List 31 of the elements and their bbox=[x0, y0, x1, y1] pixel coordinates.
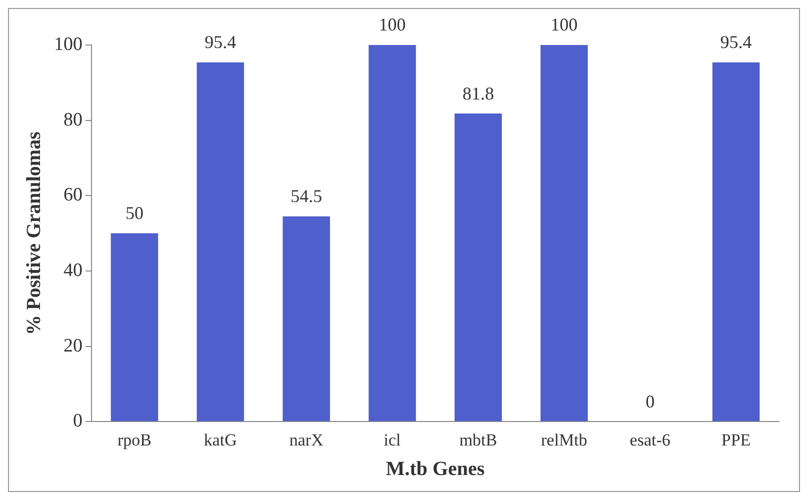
data-label: 50 bbox=[125, 203, 144, 224]
y-tick-label: 0 bbox=[73, 410, 82, 432]
data-label: 54.5 bbox=[290, 186, 322, 206]
data-label: 95.4 bbox=[204, 32, 236, 52]
bar bbox=[110, 233, 158, 422]
y-tick-label: 60 bbox=[64, 184, 82, 206]
bar bbox=[196, 62, 244, 422]
x-tick-label: katG bbox=[204, 430, 237, 450]
x-tick-label: rpoB bbox=[117, 430, 152, 450]
y-tick-label: 40 bbox=[64, 260, 82, 281]
bar bbox=[712, 62, 760, 422]
y-axis-title: % Positive Granulomas bbox=[23, 131, 46, 335]
data-label: 0 bbox=[646, 391, 655, 412]
x-axis-title: M.tb Genes bbox=[386, 458, 485, 480]
bar bbox=[282, 216, 330, 422]
y-tick-label: 20 bbox=[64, 335, 82, 356]
bar bbox=[540, 45, 588, 422]
x-tick-label: relMtb bbox=[541, 430, 588, 450]
y-tick-label: 100 bbox=[54, 34, 82, 55]
x-tick-label: PPE bbox=[721, 430, 751, 450]
data-label: 81.8 bbox=[462, 83, 494, 104]
x-tick-label: narX bbox=[289, 430, 324, 450]
bar bbox=[454, 114, 502, 422]
bar bbox=[368, 45, 416, 422]
data-label: 95.4 bbox=[720, 32, 752, 52]
x-tick-label: icl bbox=[384, 430, 402, 450]
x-tick-label: mbtB bbox=[459, 430, 498, 450]
data-label: 100 bbox=[378, 14, 406, 35]
data-label: 100 bbox=[550, 14, 578, 35]
y-tick-label: 80 bbox=[64, 109, 82, 130]
x-tick-label: esat-6 bbox=[630, 430, 670, 450]
